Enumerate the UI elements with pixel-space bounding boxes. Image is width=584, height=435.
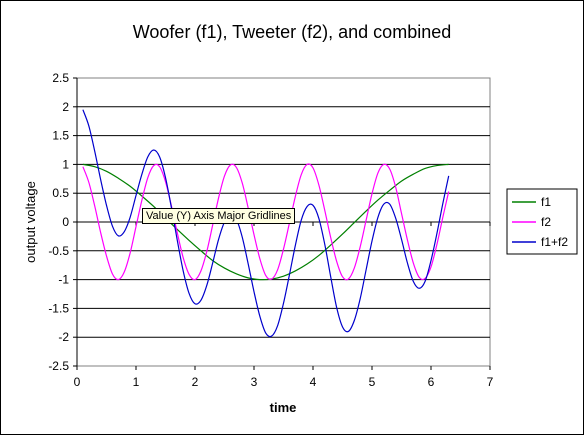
series-line-f1-f2[interactable] xyxy=(82,109,450,338)
y-tick-label: 0 xyxy=(62,215,69,229)
gridlines[interactable] xyxy=(77,106,490,338)
x-tick-label: 1 xyxy=(133,375,140,389)
y-tick-label: 1.5 xyxy=(52,129,69,143)
x-tick-label: 0 xyxy=(74,375,81,389)
y-tick-label: -0.5 xyxy=(48,244,69,258)
x-tick-label: 6 xyxy=(428,375,435,389)
y-tick-label: -2.5 xyxy=(48,359,69,373)
legend-label: f2 xyxy=(541,215,551,229)
y-tick-label: -2 xyxy=(58,330,69,344)
gridlines-tooltip: Value (Y) Axis Major Gridlines xyxy=(142,208,296,224)
legend[interactable]: f1 f2 f1+f2 xyxy=(506,188,578,255)
legend-label: f1 xyxy=(541,195,551,209)
x-axis-title: time xyxy=(270,400,297,415)
y-tick-label: -1.5 xyxy=(48,301,69,315)
chart-title: Woofer (f1), Tweeter (f2), and combined xyxy=(133,22,451,42)
y-tick-label: 2 xyxy=(62,100,69,114)
y-tick-label: 1 xyxy=(62,157,69,171)
series-layer xyxy=(82,109,450,338)
legend-label: f1+f2 xyxy=(541,235,568,249)
y-axis-title: output voltage xyxy=(23,181,38,263)
x-tick-label: 4 xyxy=(310,375,317,389)
x-tick-label: 5 xyxy=(369,375,376,389)
x-tick-label: 2 xyxy=(192,375,199,389)
y-axis[interactable]: 2.5 2 1.5 1 0.5 0 -0.5 -1 -1.5 -2 -2.5 xyxy=(48,71,78,373)
x-tick-label: 7 xyxy=(487,375,494,389)
y-tick-label: 2.5 xyxy=(52,71,69,85)
x-tick-label: 3 xyxy=(251,375,258,389)
y-tick-label: 0.5 xyxy=(52,186,69,200)
y-tick-label: -1 xyxy=(58,273,69,287)
series-line-f2[interactable] xyxy=(82,163,450,281)
